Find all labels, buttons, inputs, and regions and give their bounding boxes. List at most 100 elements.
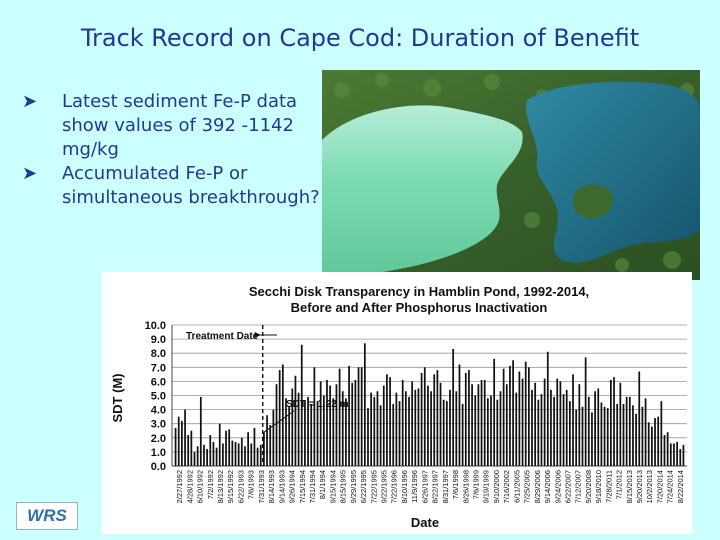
chart-bar [565, 389, 568, 466]
x-tick-label: 7/2/1992 [206, 470, 215, 499]
chart-bar [203, 444, 205, 466]
chart-bar [442, 399, 445, 466]
x-tick-label: 6/11/2005 [512, 470, 521, 503]
x-tick-label: 7/31/1994 [308, 470, 317, 503]
chart-bar [480, 379, 483, 466]
chart-bar [433, 374, 436, 466]
chart-bar [256, 447, 259, 466]
chart-bar [562, 394, 565, 466]
y-tick-label: 3.0 [151, 419, 166, 431]
x-tick-label: 7/25/2005 [523, 470, 532, 503]
chart-bar [606, 408, 609, 466]
x-tick-label: 7/15/1994 [298, 470, 307, 503]
chart-bar [550, 389, 552, 466]
y-tick-label: 0.0 [151, 461, 166, 473]
chart-bar [215, 447, 218, 466]
x-tick-label: 2/27/1992 [175, 470, 184, 503]
logo-text: WRS [27, 506, 67, 525]
chart-bar [490, 395, 492, 466]
chart-bar [291, 388, 294, 466]
chart-bar [414, 389, 417, 466]
chart-bar [326, 379, 328, 466]
chart-bar [651, 426, 653, 466]
chart-bar [225, 430, 227, 466]
chart-bar [348, 365, 350, 466]
chart-bar [181, 420, 183, 466]
x-tick-label: 9/29/1995 [349, 470, 358, 503]
chart-bar [430, 391, 432, 466]
chart-bar [379, 405, 382, 466]
chart-bar [190, 430, 193, 466]
y-tick-label: 7.0 [151, 362, 166, 374]
x-tick-label: 8/31/1997 [441, 470, 450, 503]
chart-subtitle: Before and After Phosphorus Inactivation [291, 300, 548, 315]
chart-bar [177, 416, 180, 466]
chart-bar [382, 385, 385, 466]
y-tick-labels: 0.0 1.0 2.0 3.0 4.0 5.0 6.0 7.0 8.0 9.0 10.0 [145, 320, 166, 473]
chart-bar [584, 357, 587, 466]
chart-bar [527, 367, 530, 466]
chart-bar [587, 396, 590, 466]
chart-bar [281, 364, 284, 466]
chart-bar [660, 401, 663, 466]
chart-bar [591, 412, 593, 466]
x-tick-label: 10/2/2013 [645, 470, 654, 503]
x-tick-label: 9/15/1994 [328, 470, 337, 503]
chart-bar [370, 392, 373, 466]
chart-title: Secchi Disk Transparency in Hamblin Pond… [249, 284, 589, 299]
aerial-photo-illustration [322, 70, 700, 280]
treatment-arrow-head [254, 332, 261, 338]
chart-bar [420, 372, 423, 466]
x-tick-label: 7/6/1998 [451, 470, 460, 499]
chart-bar [300, 344, 303, 466]
chart-bar [389, 377, 391, 466]
chart-bar [237, 443, 240, 466]
chart-bar [294, 375, 297, 466]
chart-bar [499, 391, 502, 466]
chart-grid [171, 324, 687, 467]
chart-bar [247, 432, 249, 466]
chart-bar [357, 367, 360, 466]
chart-bar [505, 384, 508, 466]
x-tick-label: 8/15/1995 [339, 470, 348, 503]
chart-bar [512, 360, 514, 466]
chart-bar [546, 351, 549, 466]
chart-bar [461, 403, 464, 466]
chart-bar [196, 446, 199, 466]
chart-bar [392, 403, 395, 466]
x-tick-label: 9/22/1995 [380, 470, 389, 503]
x-tick-label: 7/24/2014 [666, 470, 675, 503]
chart-bar [575, 409, 578, 466]
chart-bar [341, 391, 344, 466]
chart-bar [556, 378, 559, 466]
chart-bar [345, 398, 347, 466]
chart-bar [332, 398, 335, 466]
y-tick-label: 9.0 [151, 334, 166, 346]
x-tick-label: 9/19/1999 [482, 470, 491, 503]
bullet-text: Accumulated Fe-P or simultaneous breakth… [62, 163, 320, 208]
chart-bar [628, 396, 631, 466]
chart-bar [537, 399, 540, 466]
x-tick-label: 7/12/2007 [574, 470, 583, 503]
chart-bar [275, 384, 278, 466]
chart-bar [193, 451, 196, 466]
treatment-date-label: Treatment Date [186, 331, 259, 342]
chart-bar [398, 401, 401, 466]
x-tick-label: 9/10/2000 [492, 470, 501, 503]
chart-bar [518, 371, 521, 466]
chart-bar [474, 395, 477, 466]
x-tick-label: 7/28/2011 [604, 470, 613, 503]
chart-bar [682, 444, 685, 466]
chart-bar [338, 368, 341, 466]
chart-bar [272, 409, 275, 466]
chart-bar [496, 399, 499, 466]
chart-bar [638, 371, 641, 466]
chart-bar [376, 391, 379, 466]
chart-bar [493, 358, 496, 466]
chart-bar [174, 427, 177, 466]
chart-bar [310, 403, 313, 466]
chart-bar [619, 382, 622, 466]
chart-bar [269, 425, 272, 466]
y-axis-label: SDT (M) [110, 373, 125, 422]
y-tick-label: 5.0 [151, 391, 166, 403]
